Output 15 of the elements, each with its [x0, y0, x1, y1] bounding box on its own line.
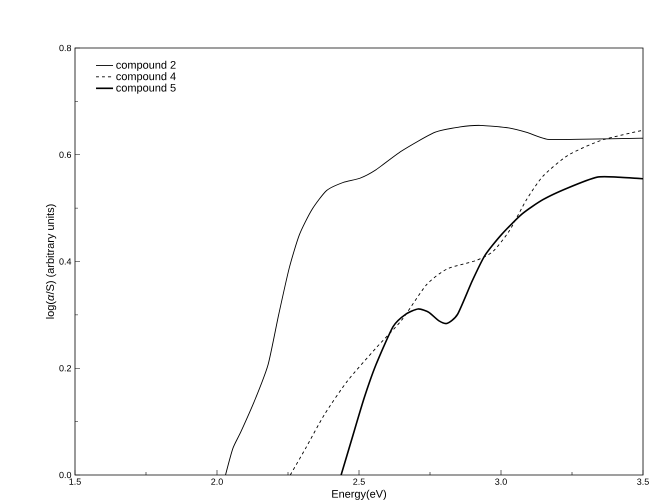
x-axis-title: Energy(eV) — [332, 490, 386, 500]
x-tick-label: 2.0 — [211, 478, 223, 485]
x-tick-label: 2.5 — [353, 478, 365, 485]
y-axis-title: log(α/S) (arbitrary units) — [46, 204, 56, 319]
y-tick-label: 0.8 — [59, 44, 72, 52]
y-tick-label: 0.6 — [59, 152, 72, 158]
legend-label: compound 2 — [116, 60, 176, 71]
legend-label: compound 4 — [116, 72, 176, 82]
x-tick-label: 3.0 — [495, 478, 507, 485]
y-tick-label: 0.4 — [59, 258, 72, 265]
x-tick-label: 1.5 — [69, 478, 81, 485]
legend-label: compound 5 — [116, 84, 176, 94]
y-tick-label: 0.2 — [59, 365, 72, 372]
y-tick-label: 0.0 — [59, 472, 72, 478]
x-tick-label: 3.5 — [637, 478, 649, 485]
